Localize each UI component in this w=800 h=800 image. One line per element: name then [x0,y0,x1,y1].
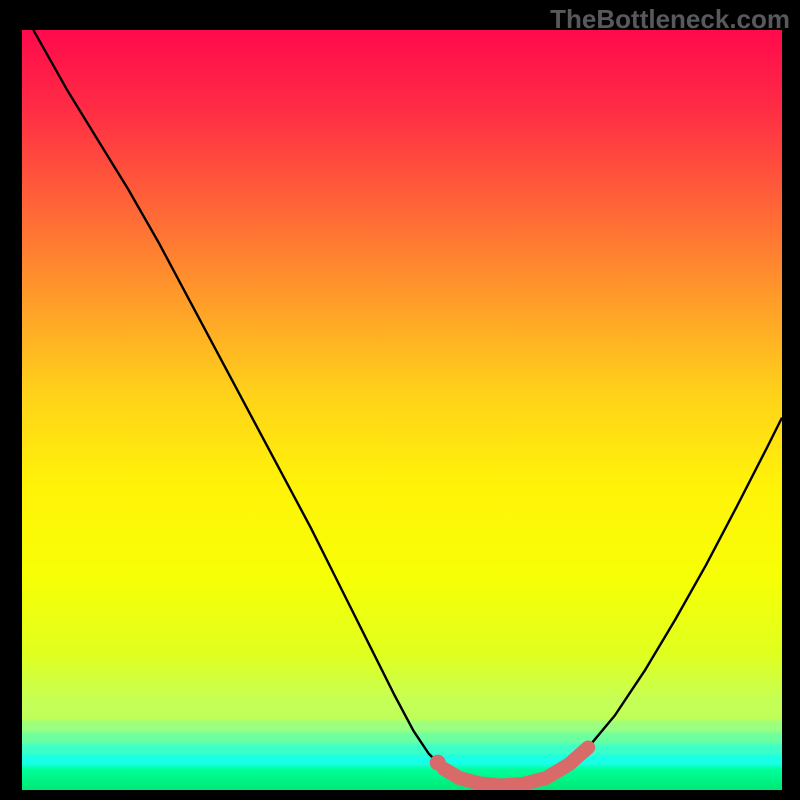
watermark-label: TheBottleneck.com [550,4,790,35]
chart-background [22,30,782,790]
chart-plot-area [22,30,782,790]
chart-frame [22,30,782,790]
chart-svg [22,30,782,790]
